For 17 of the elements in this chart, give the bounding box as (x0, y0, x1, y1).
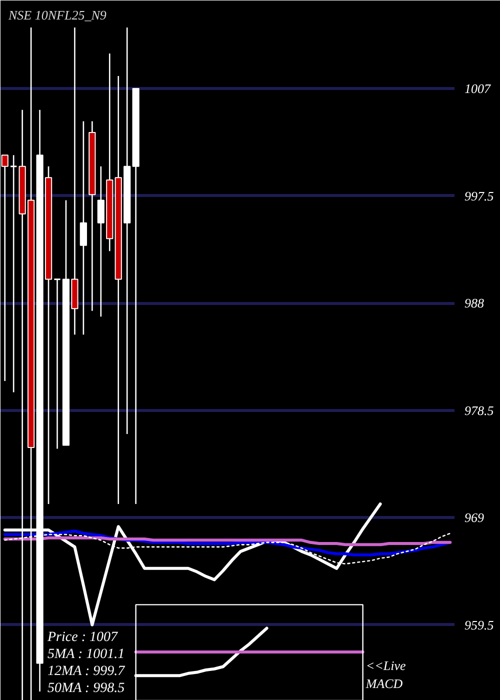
annotation: Price : 1007 (46, 630, 118, 645)
candlestick (10, 154, 18, 393)
y-tick-label: 1007 (464, 80, 491, 96)
candlestick (80, 120, 87, 336)
annotation: 50MA : 998.5 (48, 681, 125, 696)
line-series (3, 536, 452, 546)
candlestick (53, 278, 62, 450)
y-tick-label: 997.5 (464, 188, 494, 204)
annotation: 12MA : 999.7 (48, 664, 126, 679)
annotation: <<Live MACD (364, 658, 406, 691)
y-tick-label: 978.5 (464, 402, 494, 418)
candlestick (1, 154, 8, 382)
y-tick-label: 969 (464, 510, 484, 526)
y-tick-label: 988 (464, 296, 484, 311)
annotation: 5MA : 1001.1 (48, 647, 125, 662)
chart-title: NSE 10NFL25_N9 (8, 8, 107, 22)
y-tick-label: 959.5 (464, 617, 494, 632)
